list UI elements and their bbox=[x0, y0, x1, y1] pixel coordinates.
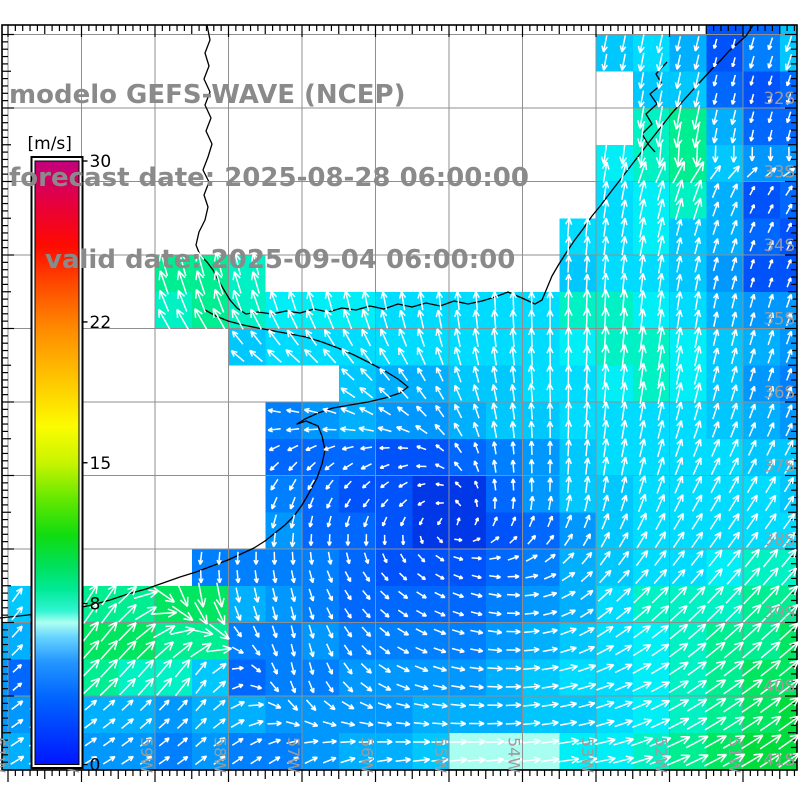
latitude-label: 33S bbox=[764, 163, 795, 182]
colorbar-tick-label: 15 bbox=[90, 454, 112, 474]
latitude-label: 38S bbox=[764, 530, 795, 549]
longitude-label: 51W bbox=[725, 737, 744, 773]
wave-direction-arrows bbox=[10, 34, 800, 769]
longitude-label: 52W bbox=[652, 737, 671, 773]
longitude-label: 55W bbox=[431, 737, 450, 773]
colorbar-unit-label: [m/s] bbox=[28, 134, 72, 154]
colorbar-tick-label: 8 bbox=[90, 595, 101, 615]
longitude-label: 53W bbox=[578, 737, 597, 773]
colorbar-tick-label: 22 bbox=[90, 313, 112, 333]
latitude-label: 36S bbox=[764, 383, 795, 402]
longitude-label: 58W bbox=[211, 737, 230, 773]
colorbar-tick-label: 30 bbox=[90, 152, 112, 172]
longitude-label: 59W bbox=[137, 737, 156, 773]
map-border bbox=[1, 24, 798, 771]
latitude-label: 40S bbox=[764, 677, 795, 696]
colorbar-tick-label: 0 bbox=[90, 756, 101, 776]
latitude-label: 37S bbox=[764, 457, 795, 476]
colorbar: [m/s] 30 22 15 8 0 bbox=[28, 134, 112, 776]
graticule-labels: 61W60W59W58W57W56W55W54W53W52W51W32S33S3… bbox=[0, 89, 795, 773]
latitude-label: 34S bbox=[764, 236, 795, 255]
latitude-label: 39S bbox=[764, 604, 795, 623]
graticule-grid bbox=[2, 25, 797, 770]
longitude-label: 54W bbox=[505, 737, 524, 773]
longitude-label: 56W bbox=[358, 737, 377, 773]
longitude-label: 61W bbox=[0, 737, 9, 773]
colorbar-gradient bbox=[34, 160, 80, 765]
latitude-label: 32S bbox=[764, 89, 795, 108]
latitude-label: 41S bbox=[764, 751, 795, 770]
latitude-label: 35S bbox=[764, 310, 795, 329]
longitude-label: 57W bbox=[284, 737, 303, 773]
